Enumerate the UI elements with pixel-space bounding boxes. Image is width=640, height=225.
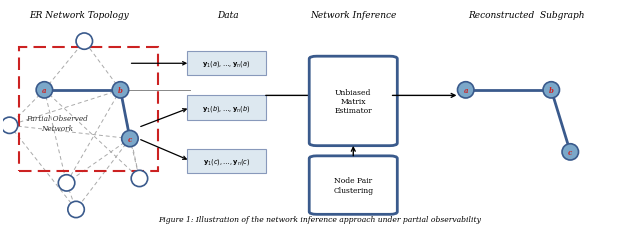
Text: ER Network Topology: ER Network Topology [29, 11, 129, 20]
Text: a: a [463, 86, 468, 94]
Text: c: c [568, 148, 572, 156]
Text: Partial Observed
Network: Partial Observed Network [26, 115, 88, 132]
Text: Data: Data [218, 11, 239, 20]
Text: $\mathbf{y}_1(c),\ldots,\mathbf{y}_n(c)$: $\mathbf{y}_1(c),\ldots,\mathbf{y}_n(c)$ [203, 156, 250, 166]
Text: b: b [118, 86, 123, 94]
Text: Reconstructed  Subgraph: Reconstructed Subgraph [468, 11, 584, 20]
Ellipse shape [58, 175, 75, 191]
FancyBboxPatch shape [187, 149, 266, 173]
FancyBboxPatch shape [187, 96, 266, 120]
Ellipse shape [76, 34, 93, 50]
Text: $\mathbf{y}_1(a),\ldots,\mathbf{y}_n(a)$: $\mathbf{y}_1(a),\ldots,\mathbf{y}_n(a)$ [202, 59, 251, 69]
Text: b: b [549, 86, 554, 94]
Text: Network Inference: Network Inference [310, 11, 397, 20]
Text: $\mathbf{y}_1(b),\ldots,\mathbf{y}_n(b)$: $\mathbf{y}_1(b),\ldots,\mathbf{y}_n(b)$ [202, 103, 251, 113]
FancyBboxPatch shape [309, 156, 397, 214]
Text: Unbiased
Matrix
Estimator: Unbiased Matrix Estimator [335, 88, 372, 115]
FancyBboxPatch shape [309, 57, 397, 146]
Text: a: a [42, 86, 47, 94]
Ellipse shape [543, 82, 559, 99]
Ellipse shape [131, 171, 148, 187]
FancyBboxPatch shape [187, 52, 266, 76]
Ellipse shape [112, 82, 129, 99]
Text: c: c [128, 135, 132, 143]
Ellipse shape [562, 144, 579, 160]
Text: Node Pair
Clustering: Node Pair Clustering [333, 177, 373, 194]
Ellipse shape [1, 118, 18, 134]
Ellipse shape [36, 82, 52, 99]
Ellipse shape [122, 131, 138, 147]
Text: Figure 1: Illustration of the network inference approach under partial observabi: Figure 1: Illustration of the network in… [159, 215, 481, 223]
Ellipse shape [68, 201, 84, 218]
Ellipse shape [458, 82, 474, 99]
